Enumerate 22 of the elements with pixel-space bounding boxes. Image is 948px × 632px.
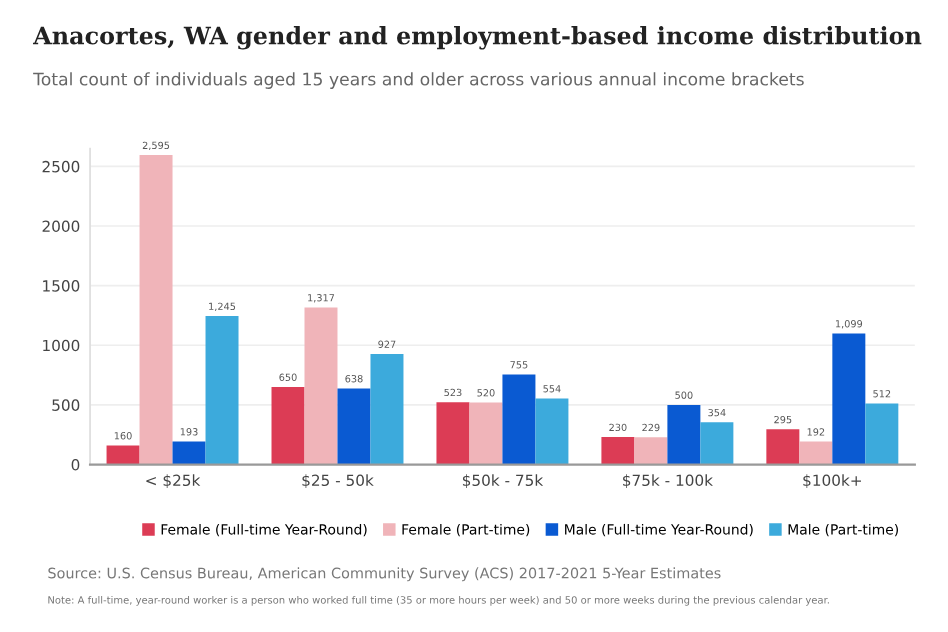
chart-title: Anacortes, WA gender and employment-based income distribution <box>32 26 922 50</box>
bar <box>667 404 701 465</box>
bar <box>832 333 866 465</box>
bar <box>634 437 668 465</box>
bar <box>139 155 173 465</box>
bar <box>535 398 569 465</box>
bar <box>370 353 404 465</box>
bar <box>271 387 305 465</box>
bar <box>337 388 371 465</box>
bar <box>205 316 239 465</box>
chart-subtitle: Total count of individuals aged 15 years and older across various annual income brackets <box>33 72 804 89</box>
bar <box>502 374 536 465</box>
bar <box>469 402 503 465</box>
bar <box>766 429 800 465</box>
bar <box>172 441 206 465</box>
bar <box>799 441 833 465</box>
bar <box>436 402 470 465</box>
bar <box>865 403 899 465</box>
bar <box>304 307 338 465</box>
bar <box>106 445 140 465</box>
bar <box>601 437 635 465</box>
bar <box>700 422 734 465</box>
